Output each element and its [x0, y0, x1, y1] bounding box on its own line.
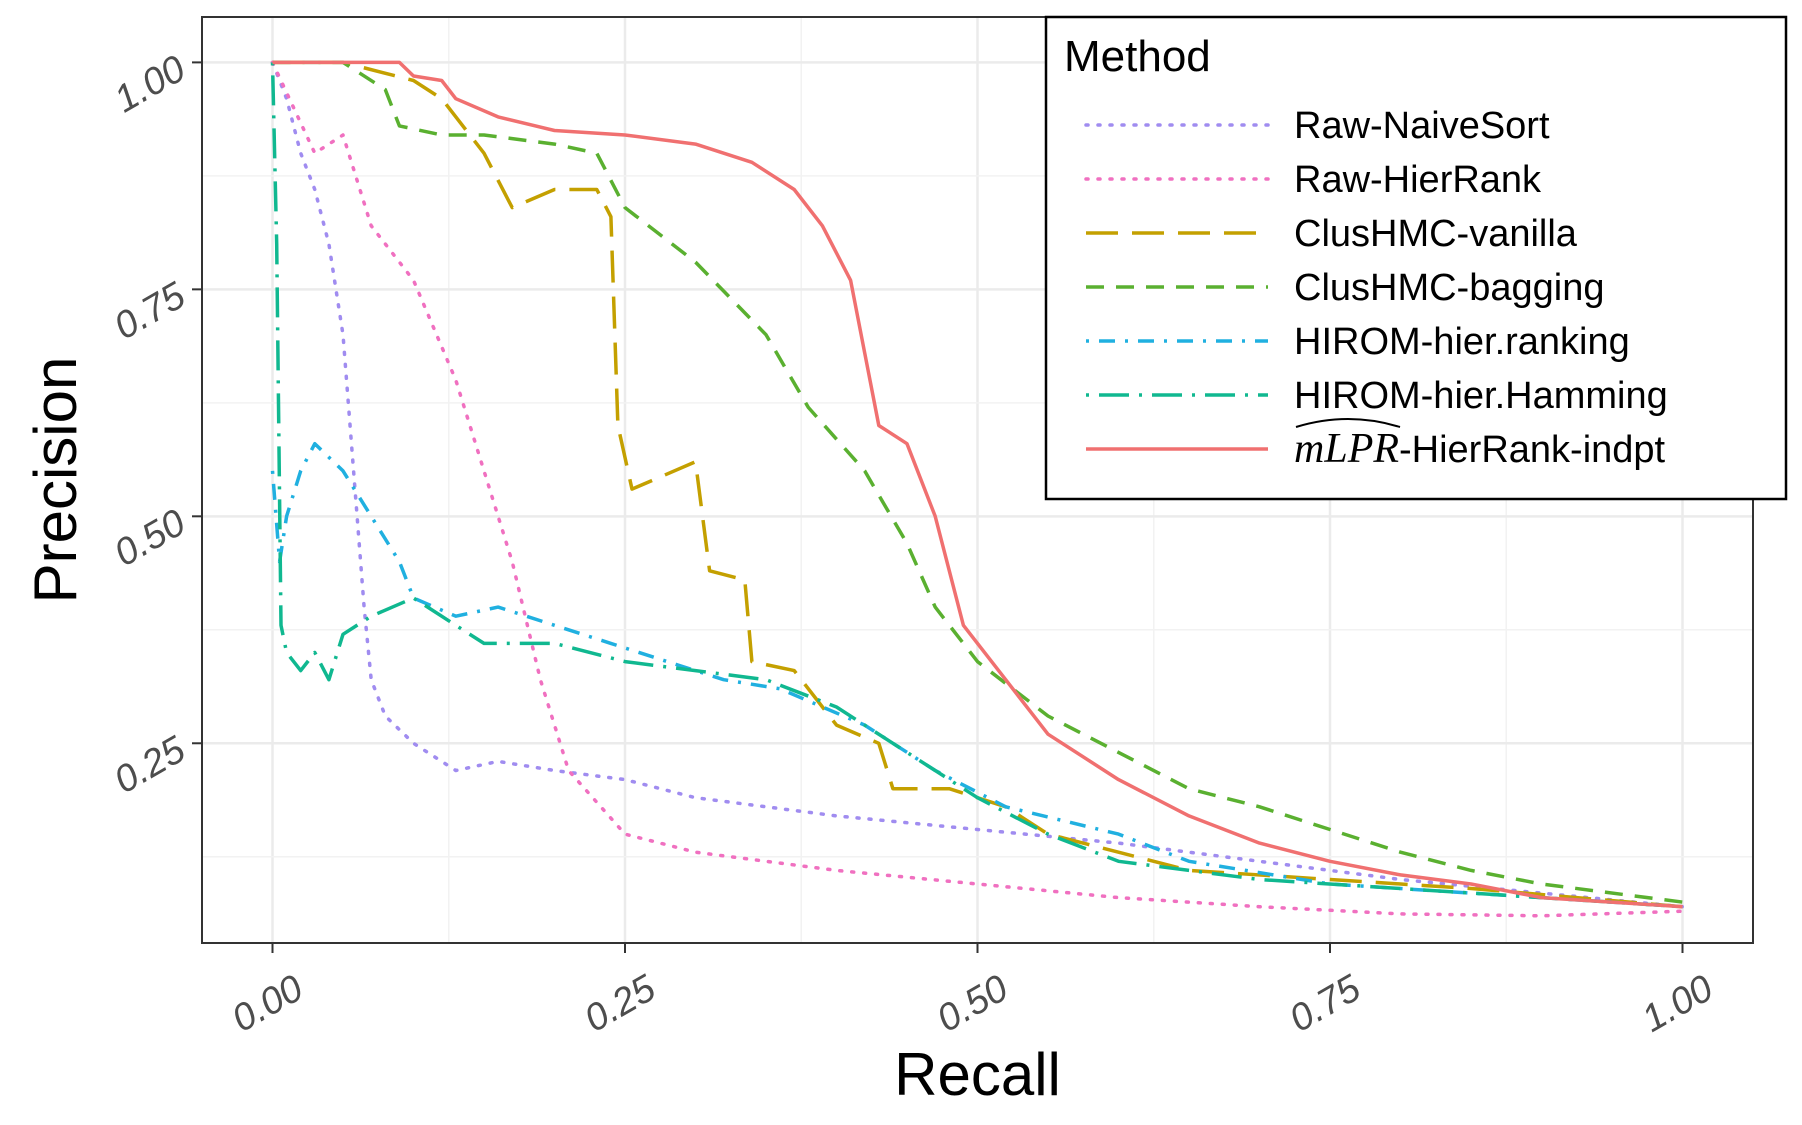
- legend-label-clushmc-bagging: ClusHMC-bagging: [1294, 267, 1604, 309]
- legend-label-hirom-hier-hamming: HIROM-hier.Hamming: [1294, 375, 1668, 417]
- legend-label-raw-hierrank: Raw-HierRank: [1294, 159, 1542, 201]
- series-line-hirom-hier-hamming: [270, 62, 1683, 909]
- legend-hat-mark: [1295, 418, 1401, 428]
- series-line-raw-hierrank: [270, 60, 1685, 918]
- legend: Method Raw-NaiveSort Raw-HierRank ClusHMC-…: [1044, 15, 1788, 501]
- series-line-hirom-hier-ranking: [270, 441, 1683, 909]
- x-axis-title: Recall: [894, 1041, 1061, 1108]
- legend-label-raw-naivesort: Raw-NaiveSort: [1294, 105, 1550, 147]
- legend-box: [1044, 15, 1788, 501]
- y-axis-title: Precision: [22, 357, 89, 604]
- legend-label-clushmc-vanilla: ClusHMC-vanilla: [1294, 213, 1578, 255]
- series-line-raw-naivesort: [270, 60, 1685, 909]
- series-line-mlpr-hierrank-indpt: [272, 60, 1683, 909]
- legend-label-mlpr-hierrank-indpt: mLPR-HierRank-indpt: [1294, 426, 1666, 472]
- series-line-clushmc-bagging: [272, 60, 1683, 904]
- legend-title: Method: [1064, 32, 1211, 81]
- legend-items: Raw-NaiveSort Raw-HierRank ClusHMC-vanilla…: [1084, 105, 1668, 472]
- legend-label-hirom-hier-ranking: HIROM-hier.ranking: [1294, 321, 1630, 363]
- series-lines: [270, 60, 1685, 918]
